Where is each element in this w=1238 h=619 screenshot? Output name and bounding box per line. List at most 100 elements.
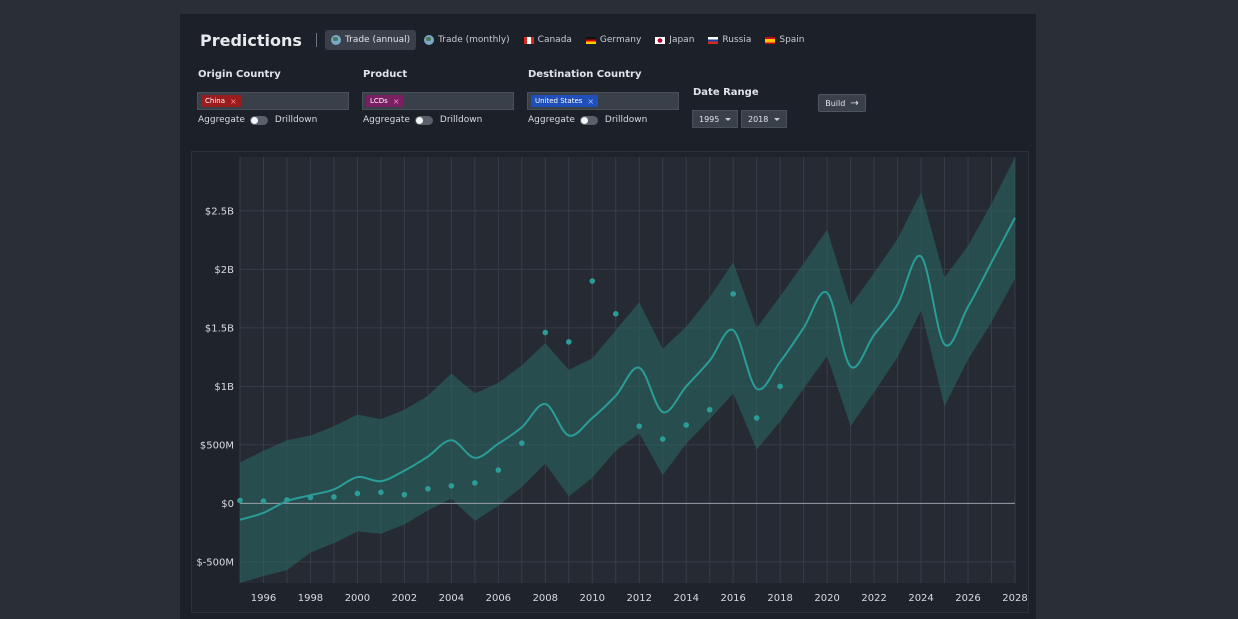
y-tick-label: $1.5B: [205, 323, 234, 334]
top-navigation: Predictions Trade (annual) Trade (monthl…: [200, 22, 813, 58]
origin-country-picker[interactable]: China ×: [197, 92, 349, 110]
japan-flag-icon: [655, 36, 666, 44]
x-tick-label: 2018: [767, 593, 792, 604]
tab-trade-annual[interactable]: Trade (annual): [324, 30, 417, 50]
start-year-select[interactable]: 1995: [692, 110, 738, 128]
tab-label: Canada: [537, 35, 572, 45]
observed-point: [448, 483, 455, 489]
remove-tag-icon[interactable]: ×: [587, 96, 595, 106]
tab-label: Japan: [669, 35, 695, 45]
aggregate-label: Aggregate: [198, 115, 245, 125]
origin-aggregate-toggle-row: Aggregate Drilldown: [198, 115, 317, 125]
globe-icon: [330, 35, 341, 45]
x-tick-label: 2000: [345, 593, 370, 604]
destination-aggregate-toggle-row: Aggregate Drilldown: [528, 115, 647, 125]
tab-japan[interactable]: Japan: [649, 30, 700, 50]
observed-point: [519, 440, 525, 446]
aggregate-label: Aggregate: [528, 115, 575, 125]
tab-label: Trade (annual): [344, 35, 411, 45]
observed-point: [472, 480, 478, 486]
x-tick-label: 1996: [251, 593, 276, 604]
origin-aggregate-switch[interactable]: [249, 115, 268, 125]
x-tick-label: 2016: [720, 593, 745, 604]
tab-canada[interactable]: Canada: [518, 30, 578, 50]
start-year-value: 1995: [699, 114, 720, 124]
x-tick-label: 2012: [627, 593, 652, 604]
remove-tag-icon[interactable]: ×: [230, 96, 237, 106]
observed-point: [237, 497, 243, 504]
x-tick-label: 2014: [673, 593, 698, 604]
tab-label: Germany: [599, 35, 642, 45]
x-tick-label: 2026: [955, 593, 980, 604]
tab-russia[interactable]: Russia: [702, 30, 757, 50]
tag-label: United States: [535, 97, 583, 105]
product-aggregate-toggle-row: Aggregate Drilldown: [363, 115, 482, 125]
origin-country-label: Origin Country: [198, 69, 281, 80]
observed-point: [659, 436, 666, 442]
observed-point: [401, 491, 408, 498]
destination-aggregate-switch[interactable]: [579, 115, 598, 125]
forecast-chart: $2.5B $2B $1.5B $1B $500M $0 $-500M 1996 1998 200…: [191, 151, 1029, 613]
tab-spain[interactable]: Spain: [759, 30, 810, 50]
chevron-down-icon: [725, 118, 731, 121]
canada-flag-icon: [523, 36, 534, 44]
build-button[interactable]: Build →: [818, 94, 866, 112]
destination-country-picker[interactable]: United States ×: [527, 92, 679, 110]
tab-label: Spain: [779, 35, 805, 45]
drilldown-label: Drilldown: [604, 115, 648, 125]
observed-point: [730, 291, 736, 297]
origin-country-tag: China ×: [201, 95, 241, 107]
y-tick-label: $1B: [214, 382, 234, 393]
product-picker[interactable]: LCDs ×: [362, 92, 514, 110]
title-separator: [315, 33, 317, 47]
observed-point: [495, 467, 502, 473]
remove-tag-icon[interactable]: ×: [392, 96, 400, 106]
x-tick-label: 2006: [486, 593, 511, 604]
end-year-select[interactable]: 2018: [741, 110, 787, 128]
y-tick-label: $2.5B: [205, 206, 234, 217]
date-range-label: Date Range: [693, 87, 759, 98]
forecast-chart-svg: $2.5B $2B $1.5B $1B $500M $0 $-500M 1996 1998 200…: [196, 157, 1028, 604]
globe-icon: [424, 35, 435, 45]
observed-point: [753, 415, 760, 421]
observed-point: [354, 490, 361, 497]
drilldown-label: Drilldown: [274, 115, 318, 125]
tab-label: Trade (monthly): [438, 35, 510, 45]
observed-point: [425, 485, 431, 492]
x-tick-label: 2028: [1002, 593, 1027, 604]
observed-point: [307, 494, 314, 501]
x-tick-label: 1998: [298, 593, 323, 604]
observed-point: [612, 311, 619, 317]
observed-point: [542, 329, 549, 336]
russia-flag-icon: [708, 36, 719, 44]
germany-flag-icon: [585, 36, 596, 44]
observed-point: [331, 494, 337, 500]
destination-country-label: Destination Country: [528, 69, 642, 80]
page-title: Predictions: [200, 30, 302, 50]
observed-point: [284, 497, 290, 503]
y-tick-label: $0: [221, 499, 234, 510]
x-tick-label: 2004: [439, 593, 464, 604]
x-tick-label: 2008: [533, 593, 558, 604]
end-year-value: 2018: [748, 114, 769, 124]
x-tick-label: 2020: [814, 593, 839, 604]
product-label: Product: [363, 69, 408, 80]
x-tick-label: 2002: [392, 593, 417, 604]
tab-trade-monthly[interactable]: Trade (monthly): [418, 30, 516, 50]
chevron-down-icon: [774, 118, 780, 121]
tag-label: China: [205, 97, 225, 105]
observed-point: [683, 422, 690, 428]
y-tick-label: $2B: [214, 265, 234, 276]
drilldown-label: Drilldown: [439, 115, 483, 125]
observed-point: [589, 278, 596, 284]
build-label: Build: [825, 98, 846, 108]
product-tag: LCDs ×: [366, 95, 404, 107]
observed-point: [260, 498, 267, 504]
x-tick-label: 2024: [908, 593, 933, 604]
product-aggregate-switch[interactable]: [414, 115, 433, 125]
tab-germany[interactable]: Germany: [580, 30, 647, 50]
y-tick-label: $-500M: [196, 557, 234, 568]
confidence-band: [240, 157, 1015, 583]
y-tick-label: $500M: [200, 440, 234, 451]
spain-flag-icon: [765, 36, 776, 44]
